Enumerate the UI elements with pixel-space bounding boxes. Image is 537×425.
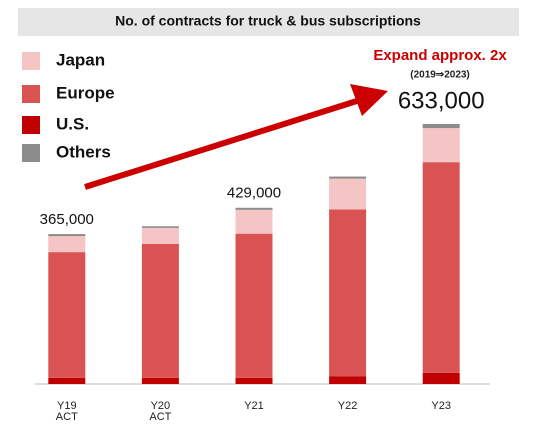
annotation: (2019⇒2023) (410, 70, 470, 81)
bar-segment (422, 372, 460, 384)
legend-swatch (22, 85, 40, 103)
bar-segment (422, 123, 460, 129)
bar-segment (48, 377, 86, 384)
total-label: 429,000 (227, 185, 281, 202)
legend-swatch (22, 144, 40, 162)
bar-segment (48, 252, 86, 378)
total-label: 633,000 (398, 87, 485, 114)
bar-segment (422, 128, 460, 163)
bar-segment (235, 209, 273, 234)
annotation: Expand approx. 2x (373, 47, 507, 64)
bar-segment (235, 207, 273, 210)
x-tick-label: Y19 ACT (55, 400, 78, 423)
x-tick-label: Y23 (431, 400, 451, 412)
bar-segment (329, 209, 367, 377)
bar-segment (329, 176, 367, 179)
legend-swatch (22, 116, 40, 134)
x-tick-label: Y22 (337, 400, 358, 412)
bar-segment (48, 236, 86, 253)
legend-label: Europe (56, 83, 115, 102)
x-tick-label: Y21 (244, 400, 264, 412)
title-box (18, 8, 519, 36)
growth-arrow (84, 97, 361, 190)
bar-segment (235, 233, 273, 378)
legend-label: U.S. (56, 114, 89, 133)
bar-segment (141, 243, 179, 378)
bar-segment (141, 227, 179, 244)
legend-label: Others (56, 142, 111, 161)
bar-segment (141, 377, 179, 384)
legend-label: Japan (56, 50, 105, 69)
chart-title: No. of contracts for truck & bus subscri… (115, 13, 421, 29)
bar-segment (422, 162, 460, 373)
arrow-head (350, 84, 388, 116)
legend-swatch (22, 52, 40, 70)
bar-segment (48, 234, 86, 237)
x-tick-label: Y20 ACT (149, 400, 172, 423)
bar-segment (329, 178, 367, 210)
bar-segment (329, 376, 367, 384)
bar-segment (235, 377, 273, 384)
total-label: 365,000 (40, 211, 94, 228)
bar-segment (141, 226, 179, 228)
